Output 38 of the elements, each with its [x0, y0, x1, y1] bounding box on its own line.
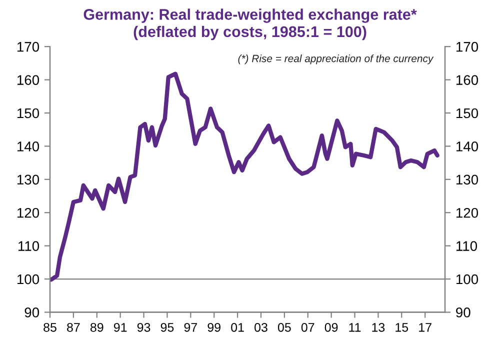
- x-tick-label: 13: [372, 322, 385, 332]
- x-tick-label: 89: [90, 322, 104, 332]
- x-tick-label: 97: [184, 322, 197, 332]
- x-tick-label: 05: [278, 322, 291, 332]
- y-tick-label: 170: [17, 42, 40, 52]
- chart-title: Germany: Real trade-weighted exchange rate*: [84, 8, 417, 23]
- y-tick-label: 100: [17, 274, 40, 284]
- y2-tick-label: 110: [456, 241, 478, 251]
- y-tick-label: 90: [24, 308, 40, 318]
- x-tick-label: 11: [349, 323, 361, 332]
- y-tick-label: 130: [17, 174, 40, 185]
- y2-tick-label: 100: [456, 274, 478, 284]
- y-tick-label: 160: [17, 75, 40, 85]
- chart-subtitle: (deflated by costs, 1985:1 = 100): [134, 26, 366, 40]
- y-tick-label: 140: [17, 142, 40, 152]
- y-tick-label: 110: [18, 241, 40, 251]
- x-tick-label: 15: [396, 323, 408, 332]
- x-tick-label: 99: [208, 322, 220, 332]
- x-tick-label: 01: [231, 322, 244, 332]
- x-tick-label: 93: [137, 322, 150, 332]
- y2-tick-label: 140: [456, 142, 478, 152]
- x-tick-label: 07: [301, 322, 314, 332]
- y-tick-label: 120: [17, 208, 40, 218]
- y2-tick-label: 160: [456, 75, 478, 85]
- x-tick-label: 03: [254, 322, 268, 332]
- y2-tick-label: 170: [456, 42, 478, 52]
- x-tick-label: 85: [44, 322, 56, 332]
- x-tick-label: 91: [114, 322, 127, 332]
- x-tick-label: 87: [67, 322, 80, 332]
- y-tick-label: 150: [17, 108, 40, 118]
- annotation: (*) Rise = real appreciation of the currency: [238, 54, 434, 64]
- x-tick-label: 95: [160, 322, 174, 332]
- y2-tick-label: 90: [456, 308, 470, 318]
- y2-tick-label: 130: [456, 174, 478, 185]
- y2-tick-label: 120: [456, 208, 478, 218]
- x-tick-label: 09: [324, 322, 338, 332]
- x-tick-label: 17: [419, 323, 432, 332]
- y2-tick-label: 150: [456, 108, 478, 118]
